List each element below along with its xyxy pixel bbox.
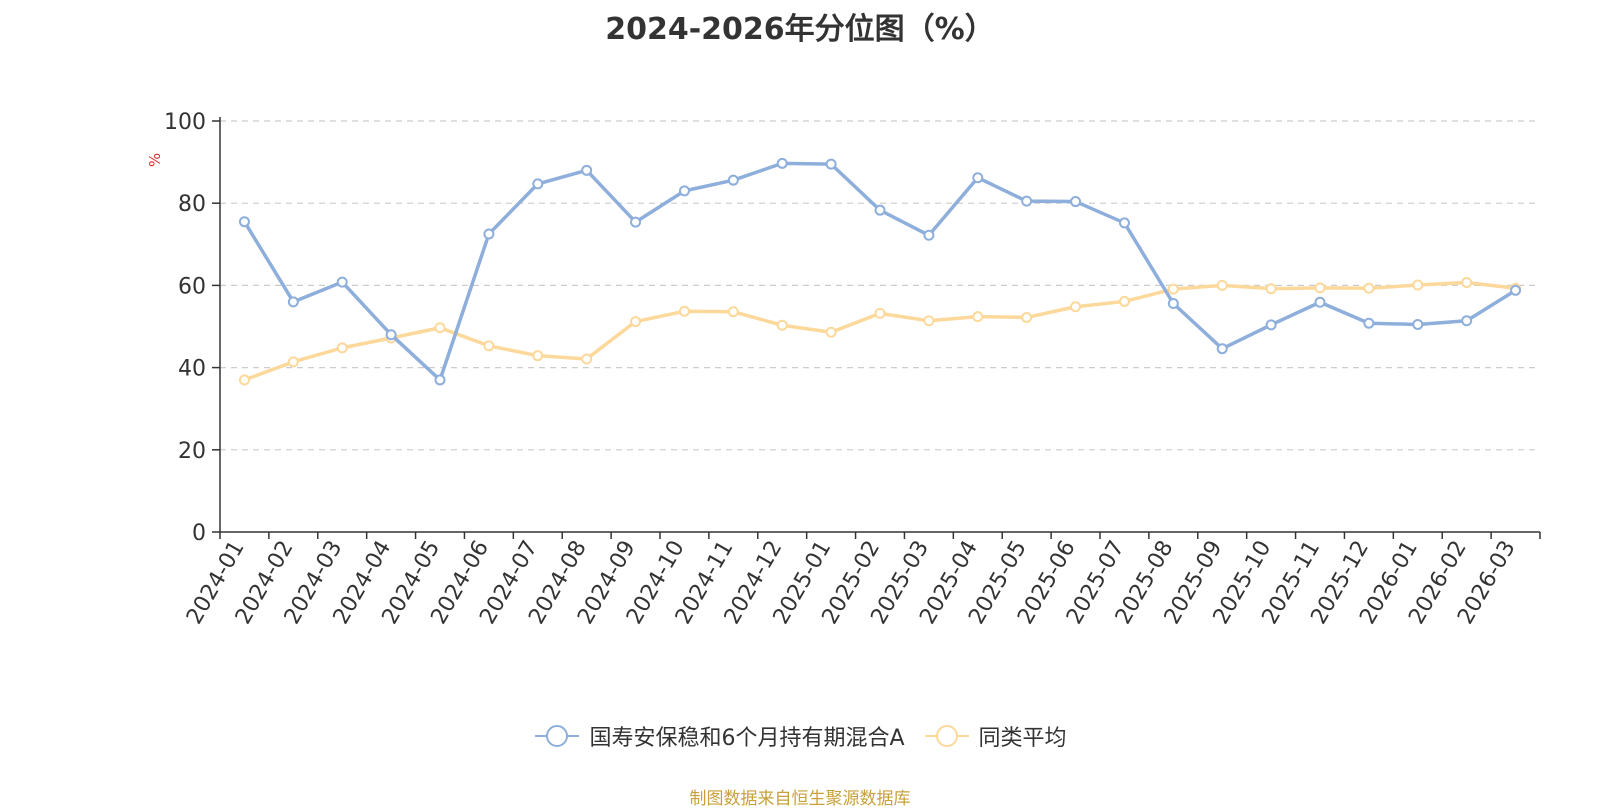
data-point (776, 157, 788, 169)
legend-item[interactable]: 同类平均 (923, 720, 1067, 752)
data-point (1216, 279, 1228, 291)
legend-item[interactable]: 国寿安保稳和6个月持有期混合A (533, 720, 905, 752)
data-point (630, 316, 642, 328)
data-point (336, 342, 348, 354)
series-line-0 (242, 161, 1517, 382)
data-point (1167, 283, 1179, 295)
data-point (1314, 282, 1326, 294)
data-point (336, 276, 348, 288)
y-tick-label: 40 (178, 357, 206, 382)
axes: 0204060801002024-012024-022024-032024-04… (164, 110, 1541, 629)
series-lines (238, 157, 1522, 386)
data-point (1216, 343, 1228, 355)
data-point (1412, 318, 1424, 330)
data-point (483, 340, 495, 352)
data-point (825, 326, 837, 338)
legend-symbol (924, 725, 969, 747)
data-point (385, 329, 397, 341)
data-point (972, 172, 984, 184)
data-point (1461, 315, 1473, 327)
data-point (630, 216, 642, 228)
grid-lines (220, 120, 1540, 451)
data-point (1265, 283, 1277, 295)
data-point (287, 356, 299, 368)
data-point (1021, 195, 1033, 207)
legend-marker (935, 725, 958, 747)
chart-title: 2024-2026年分位图（%） (605, 12, 995, 47)
data-point (581, 164, 593, 176)
data-point (1021, 311, 1033, 323)
data-point (238, 216, 250, 228)
legend-symbol (535, 725, 580, 747)
data-point (825, 158, 837, 170)
data-point (874, 204, 886, 216)
source-note: 制图数据来自恒生聚源数据库 (689, 789, 911, 809)
data-point (678, 305, 690, 317)
data-point (1265, 319, 1277, 331)
data-point (1070, 301, 1082, 313)
y-tick-label: 0 (192, 521, 206, 546)
data-point (287, 296, 299, 308)
legend: 国寿安保稳和6个月持有期混合A 同类平均 (0, 720, 1600, 752)
data-point (776, 319, 788, 331)
data-point (532, 350, 544, 362)
data-point (1412, 279, 1424, 291)
y-tick-label: 100 (164, 110, 206, 135)
series-line-1 (243, 280, 1516, 382)
legend-marker (546, 725, 569, 747)
data-point (727, 174, 739, 186)
data-point (483, 228, 495, 240)
data-point (1118, 295, 1130, 307)
data-point (972, 311, 984, 323)
data-point (1363, 282, 1375, 294)
data-point (1510, 284, 1522, 296)
data-point (238, 374, 250, 386)
data-point (1070, 196, 1082, 208)
y-axis-label: % (146, 153, 164, 167)
data-point (532, 178, 544, 190)
legend-label: 同类平均 (978, 726, 1067, 751)
data-point (874, 307, 886, 319)
data-point (923, 229, 935, 241)
data-point (1363, 317, 1375, 329)
y-tick-label: 20 (178, 439, 206, 464)
data-point (1461, 277, 1473, 289)
data-point (678, 185, 690, 197)
data-point (434, 374, 446, 386)
data-point (1118, 217, 1130, 229)
legend-label: 国寿安保稳和6个月持有期混合A (589, 726, 905, 751)
data-point (1314, 296, 1326, 308)
y-tick-label: 80 (178, 192, 206, 217)
data-point (434, 322, 446, 334)
data-point (1167, 297, 1179, 309)
data-point (727, 306, 739, 318)
y-tick-label: 60 (178, 274, 206, 299)
data-point (923, 315, 935, 327)
data-point (581, 353, 593, 365)
